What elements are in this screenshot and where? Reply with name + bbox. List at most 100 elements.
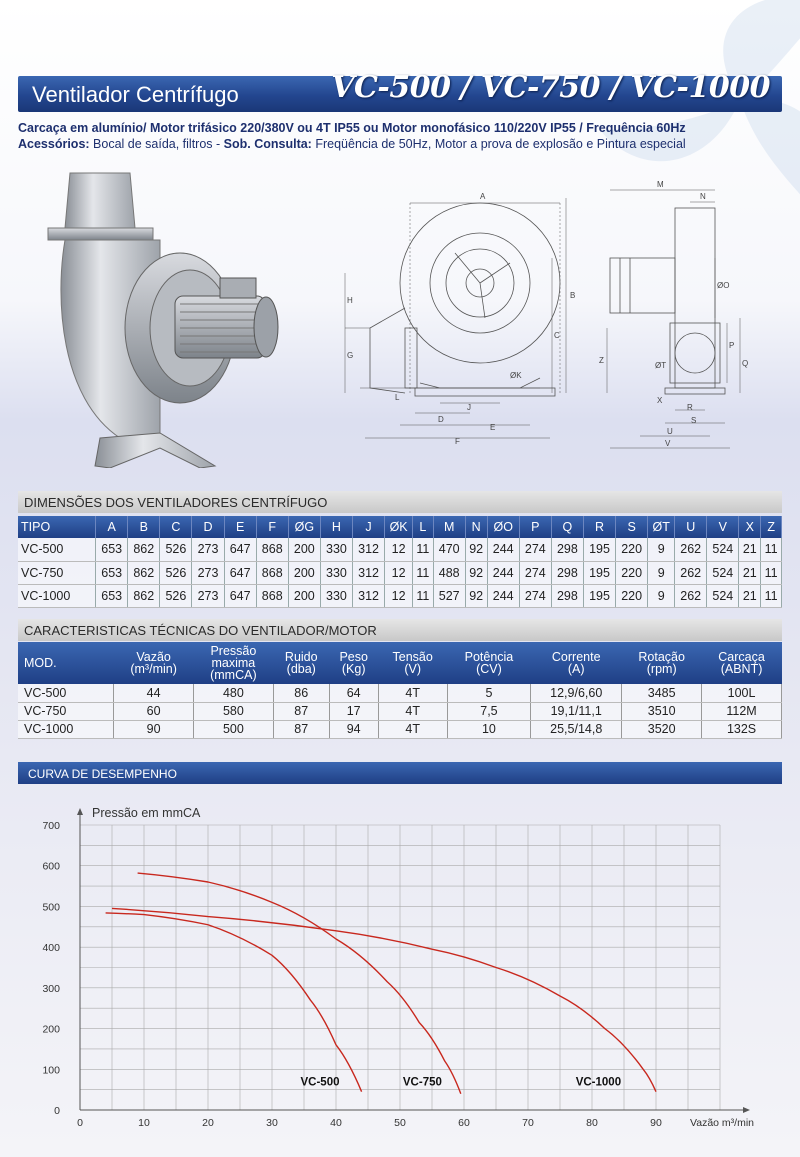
table-cell: 12,9/6,60 [530,684,623,703]
y-tick-label: 400 [42,942,60,954]
dim-label-t: ØT [655,361,666,370]
y-tick-label: 600 [42,861,60,873]
table-row: VC-750 60 580 87 17 4T 7,5 19,1/11,1 3510 112M [18,702,782,721]
table-cell: 273 [191,561,225,585]
table-cell: 330 [320,538,354,562]
column-header-line: Ruido [284,650,318,664]
column-header-line: (CV) [476,662,502,676]
dim-label-g: G [347,351,353,360]
dim-label-k: ØK [510,371,522,380]
column-header: Peso (Kg) [329,642,379,684]
table-cell: 524 [706,561,740,585]
column-header-line: (V) [404,662,422,676]
table-cell: 7,5 [447,702,532,721]
table-cell: 60 [113,702,194,721]
x-tick-label: 40 [330,1117,342,1129]
dim-label-e: E [490,423,495,432]
series-line-vc-750 [137,872,462,1094]
dimensions-header-row: TIPO A B C D E F ØG H J ØK L M N ØO P Q R S ØT U V X Z [18,516,782,538]
table-cell: 4T [378,684,448,703]
table-cell: 220 [615,561,649,585]
column-header: C [159,516,193,538]
dim-label-b: B [570,291,575,300]
table-cell: 21 [738,584,762,608]
table-cell: 862 [127,584,161,608]
column-header-line: Vazão [136,650,171,664]
table-cell: 11 [760,561,782,585]
column-header: P [519,516,552,538]
column-header: MOD. [18,642,114,684]
table-row: VC-500 653 862 526 273 647 868 200 330 312 12 11 470… [18,538,782,562]
column-header: ØO [487,516,520,538]
y-axis-title: Pressão em mmCA [92,806,201,820]
table-cell: 862 [127,538,161,562]
column-header-line: maxima [211,656,256,670]
table-cell: 500 [193,720,274,739]
table-cell: 11 [412,538,434,562]
table-cell: 90 [113,720,194,739]
column-header: A [95,516,129,538]
column-header: ØG [288,516,321,538]
table-cell: 12 [384,538,414,562]
table-cell: 480 [193,684,274,703]
table-cell: 273 [191,584,225,608]
table-cell: 647 [224,561,257,585]
table-row: VC-750 653 862 526 273 647 868 200 330 312 12 11 488… [18,561,782,585]
table-cell: 195 [583,561,617,585]
front-view-drawing: A B C H G L J D E F ØK [344,192,575,446]
dim-label-x: X [657,396,663,405]
column-header-line: (Kg) [341,662,366,676]
table-cell: 200 [288,561,321,585]
column-header: Rotação (rpm) [621,642,702,684]
column-header-line: Corrente [551,650,601,664]
table-cell: 92 [465,561,488,585]
dim-label-n: N [700,192,706,201]
column-header: ØK [384,516,414,538]
column-header: R [583,516,617,538]
table-row: VC-1000 653 862 526 273 647 868 200 330 312 12 11 52… [18,584,782,608]
table-cell: 64 [329,684,379,703]
column-header-line: (m³/min) [130,662,177,676]
column-header-line: Rotação [638,650,685,664]
dim-label-v: V [665,439,671,448]
dimensions-heading: DIMENSÕES DOS VENTILADORES CENTRÍFUGO [18,491,782,513]
dimensions-body: VC-500 653 862 526 273 647 868 200 330 312 12 11 470… [18,538,782,608]
dim-label-s: S [691,416,696,425]
table-cell: 312 [352,584,386,608]
table-cell: 3510 [621,702,703,721]
table-cell: 488 [433,561,466,585]
table-cell: 526 [159,561,193,585]
table-cell: 9 [647,561,676,585]
y-tick-label: 0 [54,1105,60,1117]
table-cell: 200 [288,538,321,562]
table-cell: 100L [701,684,782,703]
x-tick-label: 20 [202,1117,214,1129]
column-header: B [127,516,161,538]
technical-table: MOD. Vazão (m³/min) Pressão maxima (mmCA) Ruid… [18,642,782,739]
table-cell: 12 [384,561,414,585]
curve-label: VC-750 [403,1077,442,1089]
table-cell: 87 [273,702,330,721]
table-cell: 92 [465,538,488,562]
x-tick-label: 0 [77,1117,83,1129]
dim-label-m: M [657,180,664,189]
table-cell: 273 [191,538,225,562]
column-header: Potência (CV) [447,642,531,684]
consult-text: Freqüência de 50Hz, Motor a prova de exp… [311,137,686,151]
table-cell: 25,5/14,8 [530,720,623,739]
table-cell: 274 [519,584,552,608]
table-cell: 244 [487,538,520,562]
x-axis-title: Vazão m³/min [690,1117,754,1129]
column-header: Corrente (A) [530,642,622,684]
dim-label-r: R [687,403,693,412]
table-cell: 220 [615,538,649,562]
table-cell: 11 [760,538,782,562]
y-tick-label: 200 [42,1024,60,1036]
table-cell: VC-1000 [18,720,115,739]
technical-heading: CARACTERISTICAS TÉCNICAS DO VENTILADOR/M… [18,619,782,641]
table-cell: 92 [465,584,488,608]
table-cell: VC-500 [18,684,115,703]
table-cell: 9 [647,538,676,562]
table-cell: 312 [352,538,386,562]
column-header-line: Pressão [210,644,257,658]
